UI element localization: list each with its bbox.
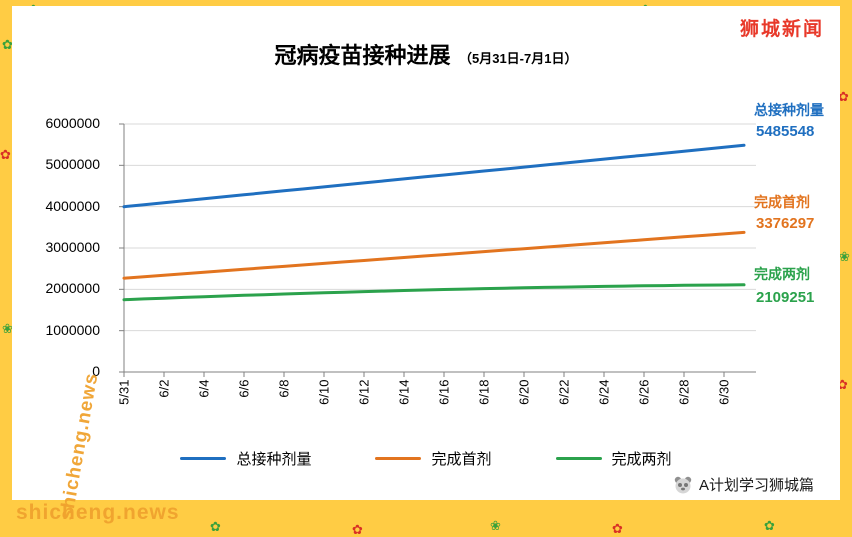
x-axis-tick-label: 6/8 [276, 379, 292, 398]
legend-line-sample [555, 457, 602, 460]
legend-line-sample [180, 457, 227, 460]
x-axis-tick-label: 6/26 [636, 379, 652, 405]
y-axis-tick-label: 3000000 [45, 239, 100, 255]
legend-item: 完成首剂 [375, 448, 492, 469]
x-axis-tick-label: 6/2 [156, 379, 172, 398]
footer-credit: A计划学习狮城篇 [673, 474, 814, 495]
watermark: shicheng.news [16, 501, 180, 524]
x-axis-tick-label: 6/20 [516, 379, 532, 405]
decor-flower-icon: ✿ [838, 89, 849, 104]
x-axis-tick-label: 6/10 [316, 379, 332, 405]
legend: 总接种剂量 完成首剂 完成两剂 [12, 448, 840, 469]
legend-label: 完成首剂 [431, 451, 492, 468]
footer-credit-text: A计划学习狮城篇 [698, 477, 814, 494]
decor-flower-icon: ✿ [612, 521, 623, 536]
decor-flower-icon: ✿ [352, 522, 363, 537]
chart-panel: 狮城新闻 冠病疫苗接种进展 （5月31日-7月1日） 0 1000000 20000… [12, 6, 840, 500]
x-axis-tick-label: 6/28 [676, 379, 692, 405]
chart-title: 冠病疫苗接种进展 [274, 43, 451, 68]
x-axis-tick-label: 6/12 [356, 379, 372, 405]
decor-flower-icon: ✿ [764, 518, 775, 533]
decor-flower-icon: ❀ [839, 249, 850, 264]
legend-label: 总接种剂量 [236, 451, 312, 468]
y-axis-tick-label: 0 [92, 363, 100, 379]
series-annotation-value: 2109251 [756, 288, 815, 306]
series-annotation-name: 完成两剂 [754, 265, 810, 282]
y-axis-tick-label: 2000000 [45, 280, 100, 297]
y-axis-tick-label: 4000000 [45, 197, 100, 214]
legend-item: 完成两剂 [555, 448, 672, 469]
legend-item: 总接种剂量 [180, 448, 311, 469]
x-axis-tick-label: 6/4 [196, 379, 212, 398]
brand-logo: 狮城新闻 [739, 19, 824, 40]
decor-flower-icon: ✿ [837, 377, 848, 392]
decor-flower-icon: ✿ [2, 37, 13, 52]
decor-flower-icon: ❀ [2, 321, 13, 336]
decor-flower-icon: ❀ [490, 518, 501, 533]
series-line [122, 143, 746, 209]
chart-subtitle: （5月31日-7月1日） [458, 51, 578, 66]
x-axis-tick-label: 6/18 [476, 379, 492, 405]
y-axis: 0 1000000 2000000 3000000 4000000 5000000 6000… [12, 6, 106, 500]
plot-area [119, 123, 756, 377]
legend-label: 完成两剂 [611, 451, 672, 468]
decor-flower-icon: ✿ [0, 147, 11, 162]
panda-icon [674, 476, 692, 493]
series-annotation-value: 3376297 [756, 215, 815, 233]
series-annotation-name: 完成首剂 [754, 194, 810, 211]
x-axis-tick-label: 5/31 [116, 379, 132, 405]
x-axis-tick-label: 6/30 [716, 379, 732, 405]
x-axis-tick-label: 6/22 [556, 379, 572, 405]
x-axis-tick-label: 6/16 [436, 379, 452, 405]
series-line [122, 283, 746, 302]
decor-flower-icon: ✿ [210, 519, 221, 534]
series-line [122, 230, 746, 280]
series-annotation-value: 5485548 [756, 123, 815, 141]
x-axis-tick-label: 6/14 [396, 379, 412, 405]
y-axis-tick-label: 5000000 [45, 156, 100, 173]
y-axis-tick-label: 1000000 [45, 321, 100, 338]
legend-line-sample [375, 457, 422, 460]
y-axis-tick-label: 6000000 [45, 115, 100, 131]
x-axis-tick-label: 6/6 [236, 379, 252, 398]
x-axis: 5/31 6/2 6/4 6/6 6/8 6/10 6/12 6/14 6/16 6/18 6/20… [12, 6, 840, 500]
chart-title-row: 冠病疫苗接种进展 （5月31日-7月1日） [12, 38, 840, 70]
x-axis-tick-label: 6/24 [596, 379, 612, 405]
series-annotation-name: 总接种剂量 [754, 102, 824, 119]
